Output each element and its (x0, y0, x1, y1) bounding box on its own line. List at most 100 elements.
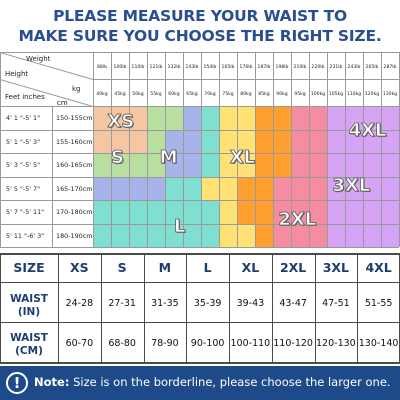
waist-in-label-line-1: WAIST (10, 293, 48, 305)
kg-header-cell: 65kg (186, 92, 198, 97)
size-cell (345, 106, 363, 130)
size-cell (165, 106, 183, 130)
exclamation-icon: ! (6, 372, 28, 394)
height-cm-label: 155-160cm (56, 137, 93, 146)
lb-header-cell: 287lb (383, 65, 397, 70)
size-cell (147, 223, 165, 247)
row-divider (0, 200, 399, 201)
size-cell (93, 176, 111, 200)
lb-header-cell: 165lb (221, 65, 235, 70)
size-cell (309, 153, 327, 177)
waist-in-cell: 31-35 (151, 298, 179, 309)
size-cell (183, 176, 201, 200)
size-label-3xl: 3XL (332, 175, 371, 197)
size-cell (363, 153, 381, 177)
size-cell (93, 153, 111, 177)
waist-cm-cell: 130-140 (358, 338, 399, 349)
label-column-divider (52, 106, 53, 247)
size-cell (129, 223, 147, 247)
chart-border-left (0, 52, 1, 247)
column-divider (309, 52, 310, 247)
size-label-xs: XS (107, 110, 135, 132)
kg-header-cell: 105kg (328, 92, 344, 97)
column-divider (255, 52, 256, 247)
lb-header-cell: 176lb (239, 65, 253, 70)
size-cell (327, 176, 345, 200)
size-cell (147, 176, 165, 200)
size-header-cell: 2XL (279, 260, 307, 275)
size-cell (219, 153, 237, 177)
page-title-line-2: MAKE SURE YOU CHOOSE THE RIGHT SIZE. (18, 27, 382, 45)
size-cell (183, 200, 201, 224)
kg-header-cell: 45kg (114, 92, 126, 97)
size-cell (309, 129, 327, 153)
kg-header-cell: 130kg (382, 92, 398, 97)
size-cell (111, 129, 129, 153)
waist-in-cell: 27-31 (108, 298, 136, 309)
waist-in-cell: 47-51 (322, 298, 350, 309)
row-divider (0, 176, 399, 178)
size-cell (183, 129, 201, 153)
column-divider (183, 52, 184, 247)
kg-header-cell: 55kg (150, 92, 162, 97)
size-cell (345, 153, 363, 177)
lb-header-cell: 220lb (311, 65, 325, 70)
waist-cm-cell: 100-110 (230, 338, 271, 349)
kg-header-cell: 70kg (204, 92, 216, 97)
note-message: Size is on the borderline, please choose… (69, 375, 391, 389)
height-feet-label: 5' 3 "-5' 5" (6, 161, 41, 169)
size-cell (291, 106, 309, 130)
waist-in-label-line-2: (IN) (17, 306, 41, 318)
lb-header-cell: 231lb (329, 65, 343, 70)
kg-header-label: kg (72, 85, 81, 93)
height-feet-label: 5' 5 "-5' 7" (6, 184, 41, 193)
waist-in-cell: 35-39 (193, 298, 222, 309)
size-cell (363, 106, 381, 130)
lb-header-cell: 243lb (347, 65, 361, 70)
row-divider (0, 129, 399, 131)
size-cell (327, 153, 345, 177)
size-cell (111, 200, 129, 224)
height-cm-label: 150-155cm (56, 114, 93, 122)
waist-cm-cell: 68-80 (108, 338, 136, 349)
waist-table-vline (58, 253, 59, 362)
size-cell (165, 223, 183, 247)
size-cell (363, 176, 381, 200)
size-cell (237, 223, 255, 247)
column-divider (165, 52, 166, 247)
size-header-cell: XS (70, 260, 89, 275)
size-cell (183, 106, 201, 130)
lb-header-cell: 100lb (113, 65, 127, 70)
size-cell (381, 223, 399, 247)
size-cell (363, 129, 381, 153)
size-cell (201, 223, 219, 247)
size-cell (111, 153, 129, 177)
waist-in-cell: 43-47 (279, 298, 307, 309)
size-cell (93, 223, 111, 247)
size-cell (291, 129, 309, 153)
chart-border-bottom (0, 247, 399, 248)
waist-table-vline (0, 253, 1, 362)
column-divider (219, 52, 220, 247)
waist-in-cell: 39-43 (236, 298, 265, 309)
size-header-cell: M (158, 260, 172, 275)
size-cell (381, 106, 399, 130)
lb-header-cell: 110lb (131, 65, 145, 70)
size-header-cell: 3XL (322, 260, 350, 275)
size-cell (255, 223, 273, 247)
waist-in-row-label: WAIST (IN) (0, 293, 58, 319)
waist-table-vline (314, 253, 316, 362)
waist-cm-label-line-2: (CM) (15, 345, 43, 357)
size-cell (255, 200, 273, 224)
waist-table: SIZE XS S M L XL 2XL 3XL 4XL WAIST (IN) 24-28 27… (0, 253, 400, 364)
size-label-xl: XL (229, 147, 256, 169)
height-feet-label: 5' 11 "-6' 3" (6, 231, 45, 240)
size-cell (381, 200, 399, 224)
size-cell (291, 223, 309, 247)
waist-table-vline (186, 253, 188, 362)
waist-table-hline (0, 322, 400, 323)
size-cell (147, 153, 165, 177)
size-cell (327, 106, 345, 130)
waist-table-vline (143, 253, 145, 362)
column-divider (111, 52, 112, 247)
